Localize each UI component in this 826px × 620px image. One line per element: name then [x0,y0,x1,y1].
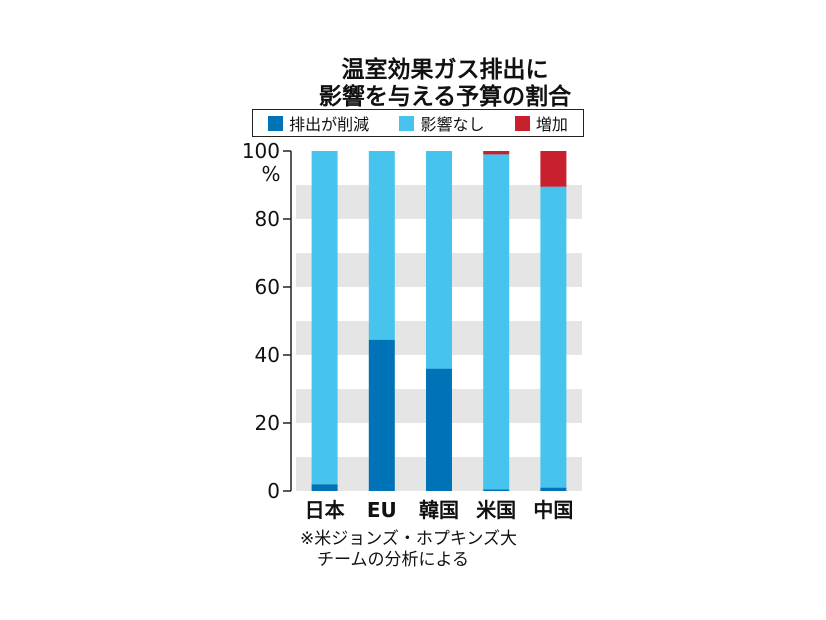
bar-segment-reduce [426,369,452,491]
y-tick-label: 60 [255,275,280,299]
x-tick-label: 中国 [533,498,573,522]
bar-segment-no-effect [312,151,338,484]
y-unit-label: % [261,162,280,186]
bar-segment-no-effect [483,154,509,489]
bar-segment-no-effect [540,187,566,488]
y-tick-label: 40 [255,343,280,367]
x-tick-label: 日本 [305,498,345,522]
bar-segment-no-effect [426,151,452,369]
bar-segment-no-effect [369,151,395,340]
bar-segment-reduce [312,484,338,491]
bar-segment-reduce [483,489,509,491]
x-tick-label: 米国 [476,498,516,522]
x-tick-label: EU [367,498,397,522]
bar-segment-reduce [540,488,566,491]
y-tick-label: 20 [255,411,280,435]
y-tick-label: 100 [242,139,280,163]
y-tick-label: 0 [267,479,280,503]
bar-segment-increase [540,151,566,187]
y-tick-label: 80 [255,207,280,231]
source-note-line-1: ※米ジョンズ・ホプキンズ大 [300,529,517,549]
source-note-line-2: チームの分析による [317,550,469,570]
bar-segment-reduce [369,340,395,491]
x-tick-label: 韓国 [419,498,459,522]
bar-segment-increase [483,151,509,154]
